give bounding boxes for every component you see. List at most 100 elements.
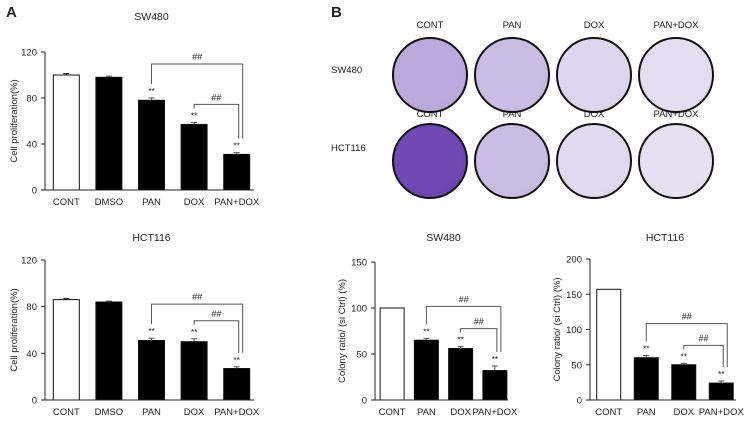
x-tick-label: PAN (142, 407, 161, 418)
x-tick-label: PAN (142, 197, 161, 208)
bar (482, 370, 508, 401)
y-tick-label: 50 (356, 350, 367, 361)
y-axis-label: Colony ratio/ (si Ctrl) (%) (337, 279, 348, 383)
plate-row-label: SW480 (331, 65, 363, 76)
significance-label: ** (148, 326, 155, 336)
significance-label: ** (233, 141, 240, 151)
chart-title: HCT116 (132, 232, 170, 244)
plate-column-label: DOX (583, 20, 605, 31)
comparison-bracket (425, 305, 502, 352)
bar (223, 153, 251, 191)
comparison-bracket (193, 103, 240, 139)
plate-column-label: DOX (583, 109, 605, 120)
comparison-bracket (193, 320, 240, 353)
bracket-label: ## (211, 92, 221, 102)
y-axis-label: Cell proliferation(%) (9, 288, 20, 371)
comparison-bracket (151, 303, 244, 353)
x-tick-label: DOX (184, 197, 205, 208)
colony-plate (556, 37, 632, 113)
y-tick-label: 200 (566, 255, 582, 266)
x-tick-label: PAN (417, 407, 436, 418)
colony-plate (392, 37, 468, 113)
significance-label: ** (492, 354, 499, 364)
colony-plate (474, 123, 550, 199)
plate-row-label: HCT116 (331, 143, 366, 154)
y-tick-label: 0 (362, 396, 367, 407)
bracket-label: ## (698, 333, 708, 343)
comparison-bracket (460, 328, 498, 352)
plate-column-label: CONT (416, 20, 444, 31)
y-tick-label: 0 (32, 396, 37, 407)
colony-plate (556, 123, 632, 199)
plate-column-label: CONT (416, 109, 444, 120)
bar (52, 74, 80, 191)
significance-label: ** (680, 351, 687, 361)
x-tick-label: PAN+DOX (214, 197, 260, 208)
x-tick-label: PAN+DOX (214, 407, 260, 418)
y-tick-label: 150 (351, 258, 367, 269)
bar (633, 357, 659, 401)
y-tick-label: 40 (26, 140, 37, 151)
x-tick-label: CONT (379, 407, 406, 418)
panel-label-a: A (6, 4, 17, 21)
y-tick-label: 40 (26, 349, 37, 360)
x-tick-label: CONT (53, 407, 80, 418)
significance-label: ** (233, 355, 240, 365)
comparison-bracket (683, 344, 724, 367)
significance-label: ** (191, 110, 198, 120)
panel-label-b: B (331, 4, 342, 21)
y-tick-label: 100 (351, 304, 367, 315)
bracket-label: ## (211, 309, 221, 319)
x-tick-label: DMSO (95, 407, 124, 418)
bar (95, 76, 123, 191)
y-tick-label: 80 (26, 302, 37, 313)
bracket-label: ## (474, 317, 484, 327)
chart-title: SW480 (426, 232, 461, 244)
bar (596, 288, 622, 401)
bracket-label: ## (192, 52, 202, 62)
plate-column-label: PAN (502, 20, 522, 31)
significance-label: ** (457, 335, 464, 345)
bar (180, 341, 208, 401)
significance-label: ** (191, 327, 198, 337)
bar (138, 340, 165, 401)
bar (708, 382, 734, 401)
bar (448, 347, 474, 401)
x-tick-label: CONT (53, 197, 80, 208)
significance-label: ** (643, 344, 650, 354)
significance-label: ** (148, 86, 155, 96)
bracket-label: ## (192, 292, 202, 302)
bracket-label: ## (682, 312, 692, 322)
bracket-label: ## (459, 294, 469, 304)
significance-label: ** (718, 369, 725, 379)
y-axis-label: Cell proliferation(%) (9, 79, 20, 162)
y-tick-label: 120 (21, 48, 37, 59)
y-tick-label: 80 (26, 94, 37, 105)
colony-plate (392, 123, 468, 199)
colony-plate (474, 37, 550, 113)
bar (413, 339, 439, 401)
x-tick-label: DOX (673, 407, 694, 418)
chart-title: HCT116 (646, 232, 684, 244)
comparison-bracket (151, 63, 244, 139)
x-tick-label: PAN+DOX (699, 407, 745, 418)
bar (671, 364, 697, 401)
y-axis-label: Colony ratio/ (si Ctrl) (%) (552, 278, 563, 382)
bar (138, 99, 165, 191)
x-tick-label: DOX (184, 407, 205, 418)
colony-plate (638, 37, 714, 113)
bar (379, 307, 405, 401)
colony-plate (638, 123, 714, 199)
y-tick-label: 120 (21, 256, 37, 267)
bar (180, 123, 208, 191)
y-tick-label: 0 (32, 186, 37, 197)
bar (52, 299, 80, 401)
x-tick-label: PAN+DOX (472, 407, 518, 418)
x-tick-label: PAN (637, 407, 656, 418)
y-tick-label: 50 (571, 360, 582, 371)
plate-column-label: PAN+DOX (653, 109, 699, 120)
bar (223, 368, 251, 401)
x-tick-label: CONT (595, 407, 622, 418)
y-tick-label: 150 (566, 290, 582, 301)
y-tick-label: 100 (566, 325, 582, 336)
